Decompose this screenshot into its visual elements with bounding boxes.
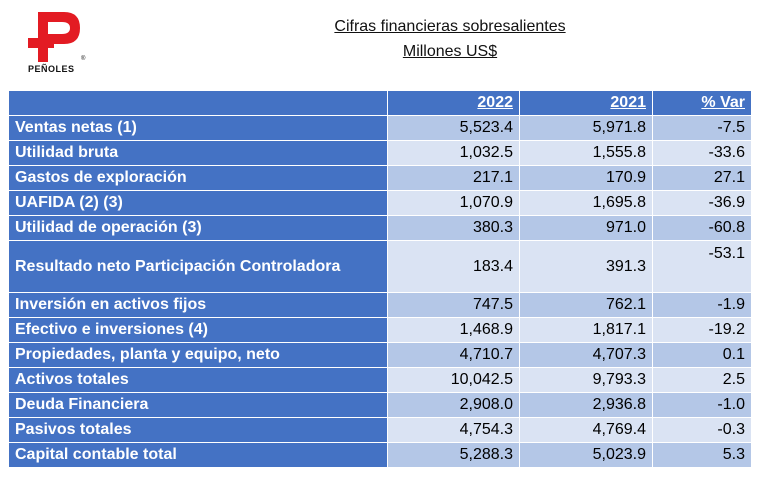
financial-table: 2022 2021 % Var Ventas netas (1) 5,523.4…	[8, 90, 752, 468]
row-label: Ventas netas (1)	[8, 115, 388, 141]
cell-2022: 4,754.3	[387, 417, 520, 443]
cell-var: -19.2	[652, 317, 752, 343]
cell-var: 2.5	[652, 367, 752, 393]
table-row: Pasivos totales 4,754.3 4,769.4 -0.3	[8, 417, 752, 443]
cell-2021: 762.1	[519, 292, 653, 318]
cell-2022: 747.5	[387, 292, 520, 318]
cell-2022: 183.4	[387, 240, 520, 293]
cell-2022: 2,908.0	[387, 392, 520, 418]
table-row: Activos totales 10,042.5 9,793.3 2.5	[8, 367, 752, 393]
cell-var: -0.3	[652, 417, 752, 443]
page-subtitle: Millones US$	[402, 43, 498, 60]
penoles-logo-icon: ®	[28, 12, 86, 62]
cell-var: -53.1	[652, 240, 752, 293]
table-row: Inversión en activos fijos 747.5 762.1 -…	[8, 292, 752, 318]
cell-var: -1.0	[652, 392, 752, 418]
cell-2021: 5,023.9	[519, 442, 653, 468]
cell-2021: 4,707.3	[519, 342, 653, 368]
cell-2022: 1,070.9	[387, 190, 520, 216]
cell-var: -60.8	[652, 215, 752, 241]
row-label: Gastos de exploración	[8, 165, 388, 191]
table-row: Resultado neto Participación Controlador…	[8, 240, 752, 293]
row-label: Propiedades, planta y equipo, neto	[8, 342, 388, 368]
cell-var: 27.1	[652, 165, 752, 191]
header-blank-cell	[8, 90, 388, 116]
cell-2021: 1,695.8	[519, 190, 653, 216]
table-row: Utilidad bruta 1,032.5 1,555.8 -33.6	[8, 140, 752, 166]
cell-var: -33.6	[652, 140, 752, 166]
row-label: Activos totales	[8, 367, 388, 393]
cell-2021: 170.9	[519, 165, 653, 191]
cell-var: -36.9	[652, 190, 752, 216]
cell-2022: 217.1	[387, 165, 520, 191]
table-row: Capital contable total 5,288.3 5,023.9 5…	[8, 442, 752, 468]
cell-2021: 1,555.8	[519, 140, 653, 166]
cell-2021: 1,817.1	[519, 317, 653, 343]
table-row: Gastos de exploración 217.1 170.9 27.1	[8, 165, 752, 191]
table-row: Efectivo e inversiones (4) 1,468.9 1,817…	[8, 317, 752, 343]
table-row: Utilidad de operación (3) 380.3 971.0 -6…	[8, 215, 752, 241]
header-2021: 2021	[519, 90, 653, 116]
cell-2022: 380.3	[387, 215, 520, 241]
header-var: % Var	[652, 90, 752, 116]
cell-2022: 5,523.4	[387, 115, 520, 141]
cell-2021: 971.0	[519, 215, 653, 241]
cell-2022: 4,710.7	[387, 342, 520, 368]
row-label: Pasivos totales	[8, 417, 388, 443]
table-row: Ventas netas (1) 5,523.4 5,971.8 -7.5	[8, 115, 752, 141]
row-label: UAFIDA (2) (3)	[8, 190, 388, 216]
table-row: Deuda Financiera 2,908.0 2,936.8 -1.0	[8, 392, 752, 418]
cell-2021: 5,971.8	[519, 115, 653, 141]
row-label: Utilidad bruta	[8, 140, 388, 166]
row-label: Capital contable total	[8, 442, 388, 468]
table-row: UAFIDA (2) (3) 1,070.9 1,695.8 -36.9	[8, 190, 752, 216]
table-header-row: 2022 2021 % Var	[8, 90, 752, 116]
logo-wordmark: PEÑOLES	[28, 64, 75, 74]
cell-2022: 1,468.9	[387, 317, 520, 343]
page-title: Cifras financieras sobresalientes	[334, 18, 566, 35]
registered-mark: ®	[81, 55, 86, 62]
cell-2022: 5,288.3	[387, 442, 520, 468]
table-row: Propiedades, planta y equipo, neto 4,710…	[8, 342, 752, 368]
cell-var: -1.9	[652, 292, 752, 318]
row-label: Utilidad de operación (3)	[8, 215, 388, 241]
cell-2022: 10,042.5	[387, 367, 520, 393]
row-label: Inversión en activos fijos	[8, 292, 388, 318]
row-label: Deuda Financiera	[8, 392, 388, 418]
cell-var: 5.3	[652, 442, 752, 468]
cell-2021: 9,793.3	[519, 367, 653, 393]
cell-var: 0.1	[652, 342, 752, 368]
row-label: Resultado neto Participación Controlador…	[8, 240, 388, 293]
cell-2021: 2,936.8	[519, 392, 653, 418]
cell-var: -7.5	[652, 115, 752, 141]
row-label: Efectivo e inversiones (4)	[8, 317, 388, 343]
header-2022: 2022	[387, 90, 520, 116]
cell-2021: 391.3	[519, 240, 653, 293]
cell-2021: 4,769.4	[519, 417, 653, 443]
cell-2022: 1,032.5	[387, 140, 520, 166]
